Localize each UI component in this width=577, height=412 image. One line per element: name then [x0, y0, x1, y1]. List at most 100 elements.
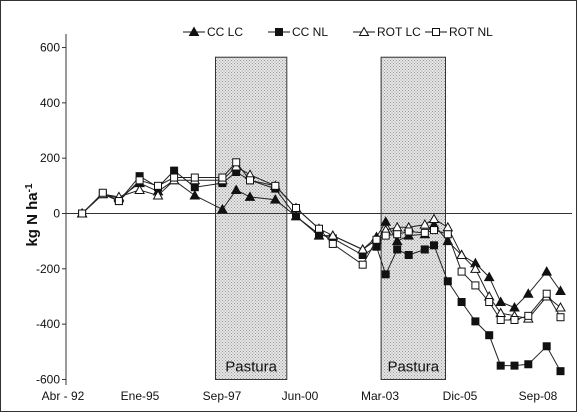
y-tick-label: -600	[36, 372, 60, 386]
data-point	[114, 197, 123, 206]
data-point	[556, 367, 565, 376]
data-point	[292, 212, 300, 221]
shaded-regions: Pastura Pastura	[215, 56, 447, 380]
x-tick-label: Mar-03	[361, 389, 399, 403]
data-point	[152, 190, 164, 200]
axes: -600 -400 -200 0 200 400 600 Abr - 92 Ene-95 Sep-…	[36, 34, 572, 403]
data-point	[170, 173, 179, 182]
x-tick-label: Dic-05	[443, 389, 478, 403]
data-point	[381, 231, 390, 240]
legend-marker	[275, 28, 283, 36]
data-point	[430, 226, 438, 235]
data-point	[483, 271, 495, 282]
data-point	[232, 158, 241, 167]
data-point	[542, 342, 551, 351]
data-point	[315, 224, 323, 233]
y-tick-label: 0	[53, 207, 60, 221]
data-point	[428, 213, 440, 224]
y-tick-label: 600	[40, 41, 60, 55]
series-4	[78, 158, 565, 324]
data-point	[217, 203, 228, 214]
data-point	[244, 191, 256, 201]
data-point	[524, 311, 533, 320]
data-point	[190, 173, 199, 182]
data-point	[457, 267, 466, 276]
data-point	[542, 289, 551, 298]
data-point	[522, 288, 534, 298]
legend-marker	[188, 26, 200, 36]
data-point	[98, 188, 107, 197]
data-point	[510, 315, 519, 324]
series-2	[78, 166, 565, 376]
data-point	[154, 181, 162, 190]
data-point	[556, 313, 565, 322]
data-point	[470, 263, 481, 273]
data-point	[357, 243, 369, 254]
data-point	[393, 245, 402, 254]
data-point	[230, 184, 242, 194]
data-point	[496, 361, 505, 370]
x-tick-label: Sep-08	[519, 389, 558, 403]
data-point	[456, 249, 467, 259]
data-point	[430, 241, 438, 250]
data-point	[404, 227, 413, 236]
x-tick-label: Sep-97	[203, 389, 242, 403]
legend-marker	[358, 26, 370, 36]
data-point	[358, 260, 367, 269]
y-tick-label: -200	[36, 262, 60, 276]
data-point	[510, 361, 519, 370]
data-point	[541, 266, 553, 276]
data-point	[496, 315, 505, 324]
data-point	[292, 203, 300, 212]
data-point	[420, 228, 429, 237]
data-point	[495, 296, 507, 307]
data-point	[555, 302, 566, 312]
data-point	[189, 190, 201, 200]
data-point	[134, 184, 145, 194]
y-tick-label: -400	[36, 317, 60, 331]
data-point	[78, 209, 87, 218]
data-point	[327, 230, 339, 240]
legend: CC LC CC NL ROT LC ROT NL	[183, 25, 493, 39]
data-point	[190, 183, 199, 192]
data-point	[246, 176, 254, 185]
y-axis-label: kg N ha-1	[24, 183, 41, 247]
data-point	[419, 219, 431, 229]
legend-marker	[432, 28, 440, 36]
data-point	[555, 285, 566, 295]
region-label-2: Pastura	[387, 358, 439, 375]
data-point	[420, 245, 429, 254]
data-point	[381, 270, 390, 279]
legend-label: CC NL	[292, 25, 328, 39]
data-point	[471, 317, 480, 326]
data-point	[372, 235, 381, 244]
data-point	[485, 331, 494, 340]
shaded-region-1	[215, 56, 288, 380]
data-point	[170, 166, 179, 175]
data-point	[393, 230, 402, 239]
legend-label: CC LC	[207, 25, 243, 39]
y-tick-label: 400	[40, 96, 60, 110]
data-point	[328, 239, 337, 248]
series-1	[76, 174, 566, 312]
legend-label: ROT LC	[377, 25, 421, 39]
legend-label: ROT NL	[449, 25, 493, 39]
x-tick-label: Abr - 92	[42, 389, 85, 403]
x-tick-label: Ene-95	[121, 389, 160, 403]
data-point	[471, 281, 480, 290]
x-tick-label: Jun-00	[282, 389, 319, 403]
data-point	[404, 250, 413, 259]
data-point	[271, 181, 280, 190]
series-layer	[76, 158, 566, 376]
data-point	[485, 298, 494, 307]
series-line	[81, 169, 561, 372]
data-point	[457, 298, 466, 307]
y-tick-label: 200	[40, 151, 60, 165]
data-point	[135, 176, 144, 185]
data-point	[443, 230, 452, 239]
region-label-1: Pastura	[225, 358, 277, 375]
data-point	[524, 360, 533, 369]
data-point	[218, 173, 227, 182]
data-point	[443, 277, 452, 286]
